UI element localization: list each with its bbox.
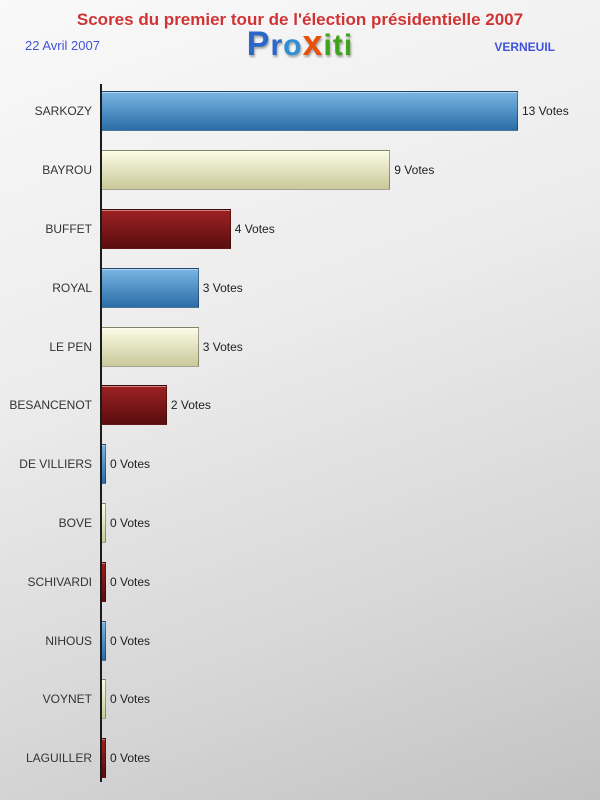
value-label: 3 Votes (202, 280, 243, 295)
bar (102, 385, 167, 426)
bar-row: BAYROU 9 Votes (0, 141, 600, 200)
bar-row: ROYAL 3 Votes (0, 258, 600, 317)
bar-track: 9 Votes (102, 141, 600, 200)
category-label: VOYNET (42, 692, 92, 707)
value-label: 3 Votes (202, 339, 243, 354)
value-label: 2 Votes (170, 398, 211, 413)
category-label: SCHIVARDI (27, 574, 92, 589)
bar (102, 679, 106, 720)
bar-row: SARKOZY 13 Votes (0, 82, 600, 141)
bar-track: 13 Votes (102, 82, 600, 141)
value-label: 0 Votes (110, 633, 151, 648)
bar-track: 0 Votes (102, 729, 600, 788)
chart-title: Scores du premier tour de l'élection pré… (76, 10, 524, 29)
bar-row: LE PEN 3 Votes (0, 317, 600, 376)
logo-letter: i (343, 29, 354, 62)
proxiti-logo: Proxiti (247, 22, 353, 64)
bar (102, 326, 199, 367)
category-label: NIHOUS (45, 633, 92, 648)
bar-track: 0 Votes (102, 435, 600, 494)
category-label: BAYROU (42, 163, 92, 178)
value-label: 0 Votes (110, 515, 151, 530)
value-label: 0 Votes (110, 751, 151, 766)
value-label: 4 Votes (234, 221, 275, 236)
category-label: BOVE (58, 515, 92, 530)
bar-track: 0 Votes (102, 494, 600, 553)
logo-letter: r (270, 29, 284, 62)
bar (102, 91, 518, 132)
bar (102, 150, 391, 191)
bar-row: SCHIVARDI 0 Votes (0, 552, 600, 611)
bar-track: 2 Votes (102, 376, 600, 435)
category-label: LAGUILLER (25, 751, 92, 766)
category-label: ROYAL (52, 280, 92, 295)
value-label: 9 Votes (394, 163, 435, 178)
category-label: SARKOZY (34, 104, 92, 119)
bar-track: 0 Votes (102, 670, 600, 729)
value-label: 0 Votes (110, 457, 151, 472)
category-label: LE PEN (49, 339, 92, 354)
bar-row: NIHOUS 0 Votes (0, 611, 600, 670)
bar-row: BOVE 0 Votes (0, 494, 600, 553)
bar (102, 267, 199, 308)
bar-row: LAGUILLER 0 Votes (0, 729, 600, 788)
category-label: BUFFET (45, 221, 92, 236)
value-label: 0 Votes (110, 574, 151, 589)
bar-row: BESANCENOT 2 Votes (0, 376, 600, 435)
value-label: 0 Votes (110, 692, 151, 707)
bar (102, 208, 231, 249)
bar (102, 738, 106, 779)
bar-row: VOYNET 0 Votes (0, 670, 600, 729)
bar-track: 3 Votes (102, 317, 600, 376)
category-label: BESANCENOT (9, 398, 92, 413)
bar (102, 620, 106, 661)
bar-track: 3 Votes (102, 258, 600, 317)
bar-row: BUFFET 4 Votes (0, 200, 600, 259)
bar-chart: SARKOZY 13 Votes BAYROU 9 Votes BUFFET 4 Vote… (0, 82, 600, 788)
logo-letter: x (302, 22, 324, 63)
logo-letter: i (323, 29, 333, 62)
bar (102, 444, 106, 485)
bar-row: DE VILLIERS 0 Votes (0, 435, 600, 494)
date-label: 22 Avril 2007 (25, 38, 100, 53)
category-label: DE VILLIERS (19, 457, 92, 472)
location-label: VERNEUIL (494, 40, 555, 54)
bar-track: 4 Votes (102, 200, 600, 259)
bar (102, 561, 106, 602)
bar-track: 0 Votes (102, 552, 600, 611)
bar-track: 0 Votes (102, 611, 600, 670)
logo-letter: t (332, 29, 344, 62)
y-axis-line (100, 84, 102, 782)
chart-subheader: 22 Avril 2007 Proxiti VERNEUIL (0, 22, 600, 74)
logo-letter: P (246, 25, 271, 63)
logo-letter: o (283, 29, 303, 62)
bar (102, 502, 106, 543)
value-label: 13 Votes (522, 104, 569, 119)
